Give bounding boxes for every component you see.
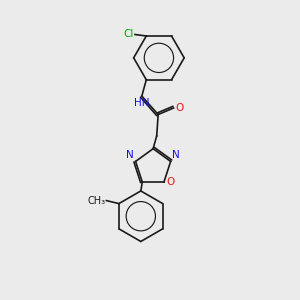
Text: CH₃: CH₃ [87,196,105,206]
Text: N: N [172,150,180,160]
Text: Cl: Cl [123,29,134,40]
Text: HN: HN [134,98,150,109]
Text: O: O [166,177,174,187]
Text: N: N [126,150,134,160]
Text: O: O [176,103,184,113]
